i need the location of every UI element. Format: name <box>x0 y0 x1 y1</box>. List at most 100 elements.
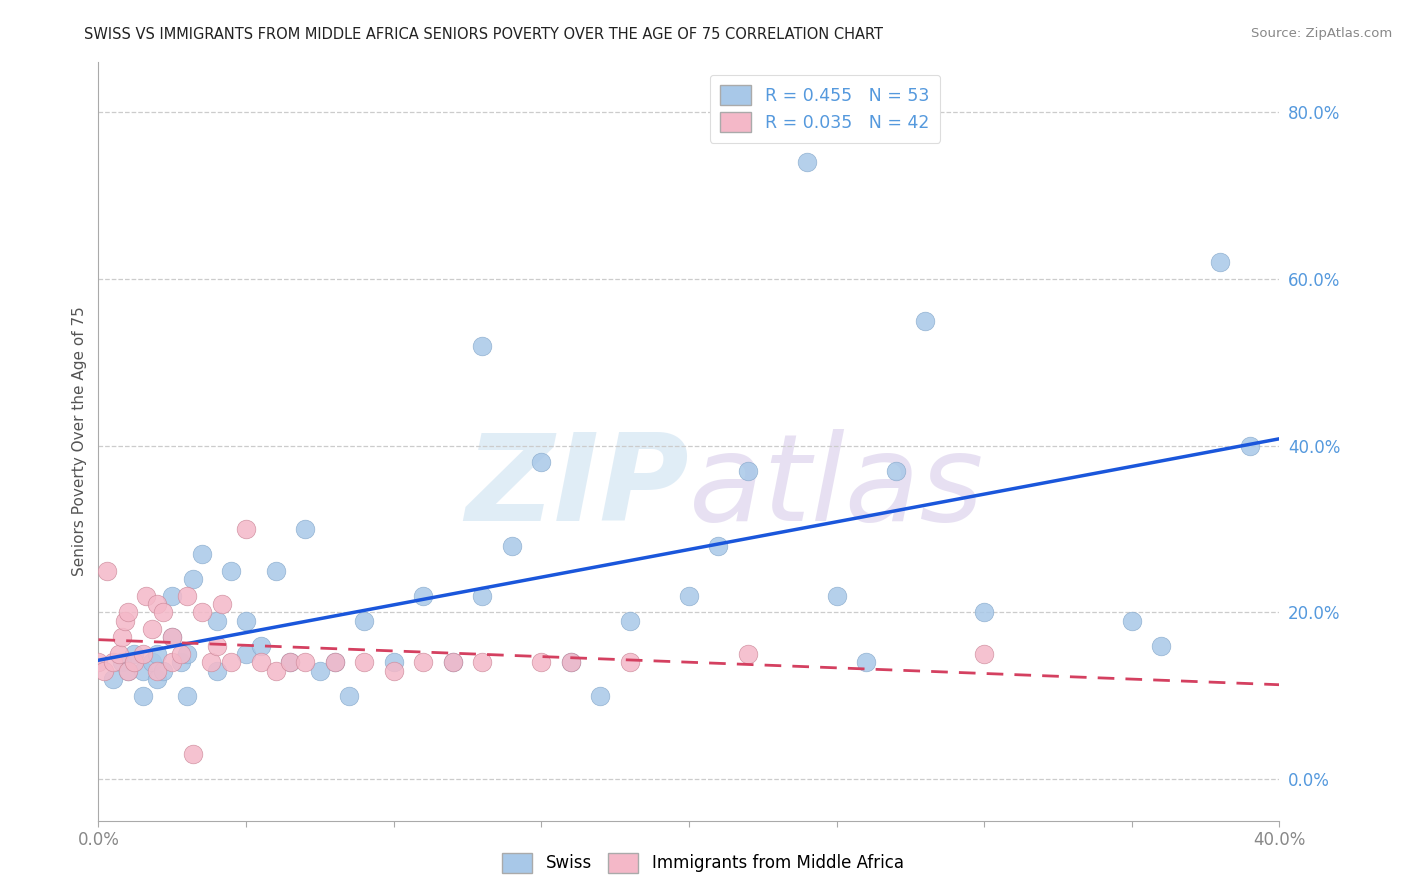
Point <box>141 656 163 670</box>
Point <box>501 539 523 553</box>
Point <box>221 564 243 578</box>
Point <box>471 339 494 353</box>
Point <box>132 647 155 661</box>
Point <box>619 656 641 670</box>
Point <box>162 589 183 603</box>
Point <box>560 656 582 670</box>
Text: Source: ZipAtlas.com: Source: ZipAtlas.com <box>1251 27 1392 40</box>
Point <box>176 589 198 603</box>
Point <box>619 614 641 628</box>
Point <box>471 589 494 603</box>
Point <box>117 605 139 619</box>
Point <box>323 656 346 670</box>
Point <box>191 605 214 619</box>
Point <box>132 689 155 703</box>
Point <box>1209 255 1232 269</box>
Point <box>530 656 553 670</box>
Legend: R = 0.455   N = 53, R = 0.035   N = 42: R = 0.455 N = 53, R = 0.035 N = 42 <box>710 75 941 143</box>
Point <box>146 672 169 686</box>
Point <box>87 656 110 670</box>
Point <box>250 639 273 653</box>
Point <box>152 605 174 619</box>
Point <box>235 522 257 536</box>
Point <box>170 656 193 670</box>
Point <box>339 689 361 703</box>
Point <box>103 656 125 670</box>
Point <box>205 614 228 628</box>
Point <box>205 639 228 653</box>
Point <box>1150 639 1173 653</box>
Point <box>412 656 434 670</box>
Point <box>235 647 257 661</box>
Point <box>309 664 332 678</box>
Point <box>181 747 204 761</box>
Point <box>191 547 214 561</box>
Point <box>200 656 222 670</box>
Point <box>181 572 204 586</box>
Point <box>114 614 136 628</box>
Text: ZIP: ZIP <box>465 428 689 546</box>
Point <box>471 656 494 670</box>
Point <box>152 664 174 678</box>
Point <box>135 589 157 603</box>
Point <box>162 656 183 670</box>
Point <box>530 455 553 469</box>
Point <box>93 664 115 678</box>
Point <box>132 664 155 678</box>
Point <box>589 689 612 703</box>
Point <box>1239 439 1261 453</box>
Point <box>250 656 273 670</box>
Point <box>103 672 125 686</box>
Point <box>146 647 169 661</box>
Point <box>737 647 759 661</box>
Point <box>176 689 198 703</box>
Point <box>382 664 405 678</box>
Point <box>221 656 243 670</box>
Text: SWISS VS IMMIGRANTS FROM MIDDLE AFRICA SENIORS POVERTY OVER THE AGE OF 75 CORREL: SWISS VS IMMIGRANTS FROM MIDDLE AFRICA S… <box>84 27 883 42</box>
Point <box>382 656 405 670</box>
Point <box>117 664 139 678</box>
Point <box>441 656 464 670</box>
Point <box>914 314 936 328</box>
Point <box>294 656 316 670</box>
Point <box>141 622 163 636</box>
Point <box>264 664 287 678</box>
Point <box>412 589 434 603</box>
Point <box>294 522 316 536</box>
Point <box>162 631 183 645</box>
Point <box>707 539 730 553</box>
Point <box>108 647 131 661</box>
Point <box>280 656 302 670</box>
Point <box>235 614 257 628</box>
Point <box>323 656 346 670</box>
Point <box>205 664 228 678</box>
Point <box>855 656 877 670</box>
Point <box>211 597 233 611</box>
Point <box>973 605 995 619</box>
Legend: Swiss, Immigrants from Middle Africa: Swiss, Immigrants from Middle Africa <box>495 847 911 880</box>
Point <box>796 155 818 169</box>
Point <box>678 589 700 603</box>
Point <box>176 647 198 661</box>
Point <box>560 656 582 670</box>
Point <box>122 647 145 661</box>
Point <box>973 647 995 661</box>
Point <box>111 631 134 645</box>
Point <box>117 664 139 678</box>
Point <box>353 656 375 670</box>
Point <box>1121 614 1143 628</box>
Point <box>170 647 193 661</box>
Text: atlas: atlas <box>689 428 984 546</box>
Point <box>111 656 134 670</box>
Point <box>162 631 183 645</box>
Point <box>353 614 375 628</box>
Y-axis label: Seniors Poverty Over the Age of 75: Seniors Poverty Over the Age of 75 <box>72 307 87 576</box>
Point <box>146 597 169 611</box>
Point <box>122 656 145 670</box>
Point <box>441 656 464 670</box>
Point <box>96 564 118 578</box>
Point <box>264 564 287 578</box>
Point <box>884 464 907 478</box>
Point <box>146 664 169 678</box>
Point <box>280 656 302 670</box>
